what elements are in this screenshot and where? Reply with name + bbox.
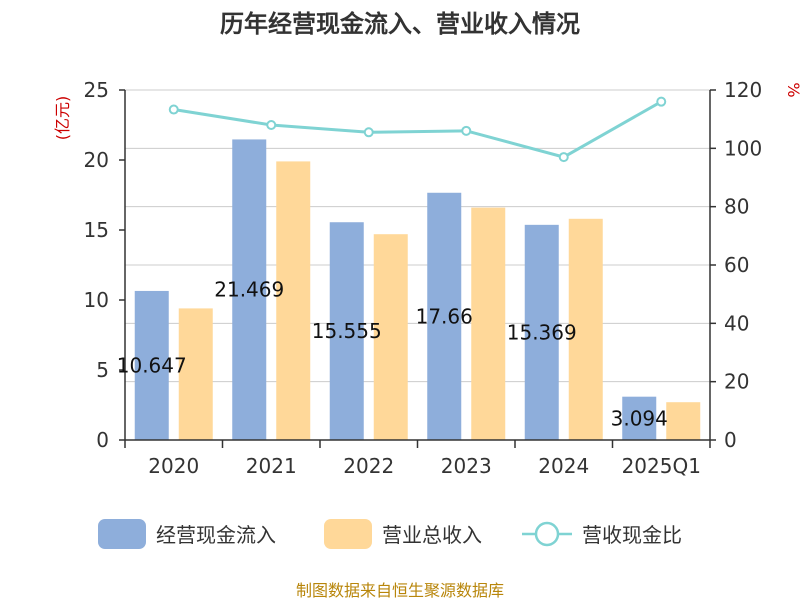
right-tick-label: 120: [724, 78, 762, 102]
ratio-point: [461, 125, 472, 136]
bar-data-label: 17.66: [416, 304, 473, 328]
bar-revenue: [568, 218, 603, 440]
x-tick-label: 2022: [343, 454, 394, 478]
bar-data-label: 3.094: [611, 406, 668, 430]
ratio-line: [168, 96, 667, 163]
legend: 经营现金流入 营业总收入 营收现金比: [98, 519, 682, 549]
ratio-point: [656, 96, 667, 107]
bar-revenue: [373, 234, 408, 440]
bar-data-label: 15.555: [312, 319, 382, 343]
legend-label: 营收现金比: [582, 523, 682, 547]
bar-cash-inflow: [524, 224, 559, 440]
bar-cash-inflow: [232, 139, 267, 440]
bar-data-label: 15.369: [507, 320, 577, 344]
bar-cash-inflow: [134, 290, 169, 440]
chart-title: 历年经营现金流入、营业收入情况: [220, 10, 580, 38]
bar-revenue: [276, 161, 311, 440]
x-tick-label: 2021: [246, 454, 297, 478]
bar-revenue: [178, 308, 213, 440]
left-tick-label: 15: [84, 218, 109, 242]
ratio-point: [266, 120, 277, 130]
ratio-point: [168, 104, 179, 115]
bar-data-label: 10.647: [117, 353, 187, 377]
ratio-line-path: [173, 100, 662, 159]
left-tick-label: 5: [96, 358, 109, 382]
legend-swatch: [98, 519, 146, 549]
right-tick-label: 60: [724, 253, 749, 277]
x-tick-label: 2024: [538, 454, 589, 478]
source-note: 制图数据来自恒生聚源数据库: [296, 581, 504, 600]
right-tick-label: 20: [724, 370, 749, 394]
bar-cash-inflow: [427, 192, 462, 440]
right-tick-label: 100: [724, 136, 762, 160]
ratio-point: [363, 127, 374, 138]
right-tick-label: 80: [724, 195, 749, 219]
left-axis-unit: (亿元): [53, 96, 72, 141]
x-tick-label: 2025Q1: [622, 454, 701, 478]
grid-lines: [125, 89, 710, 383]
ratio-point: [558, 152, 569, 163]
legend-label: 营业总收入: [382, 523, 482, 547]
right-tick-label: 40: [724, 311, 749, 335]
data-labels: 10.647 21.469 15.555 17.66 15.369 3.094: [117, 278, 668, 431]
right-axis-unit: %: [784, 82, 800, 97]
bar-revenue: [666, 402, 701, 440]
left-tick-label: 20: [84, 148, 109, 172]
bar-data-label: 21.469: [214, 278, 284, 302]
legend-label: 经营现金流入: [156, 523, 276, 547]
legend-swatch: [324, 519, 372, 549]
left-tick-label: 10: [84, 288, 109, 312]
right-tick-label: 0: [724, 428, 737, 452]
bar-cash-inflow: [329, 222, 364, 440]
x-tick-label: 2020: [148, 454, 199, 478]
left-tick-label: 0: [96, 428, 109, 452]
x-tick-label: 2023: [441, 454, 492, 478]
left-tick-label: 25: [84, 78, 109, 102]
legend-marker: [534, 521, 560, 547]
bar-cash-inflow: [622, 396, 657, 440]
axes: 0 5 10 15 20 25 0 20 40 60 80 100 120 2020 2021 2022 202…: [84, 78, 763, 478]
bar-revenue: [471, 207, 506, 440]
bars: [134, 139, 701, 440]
